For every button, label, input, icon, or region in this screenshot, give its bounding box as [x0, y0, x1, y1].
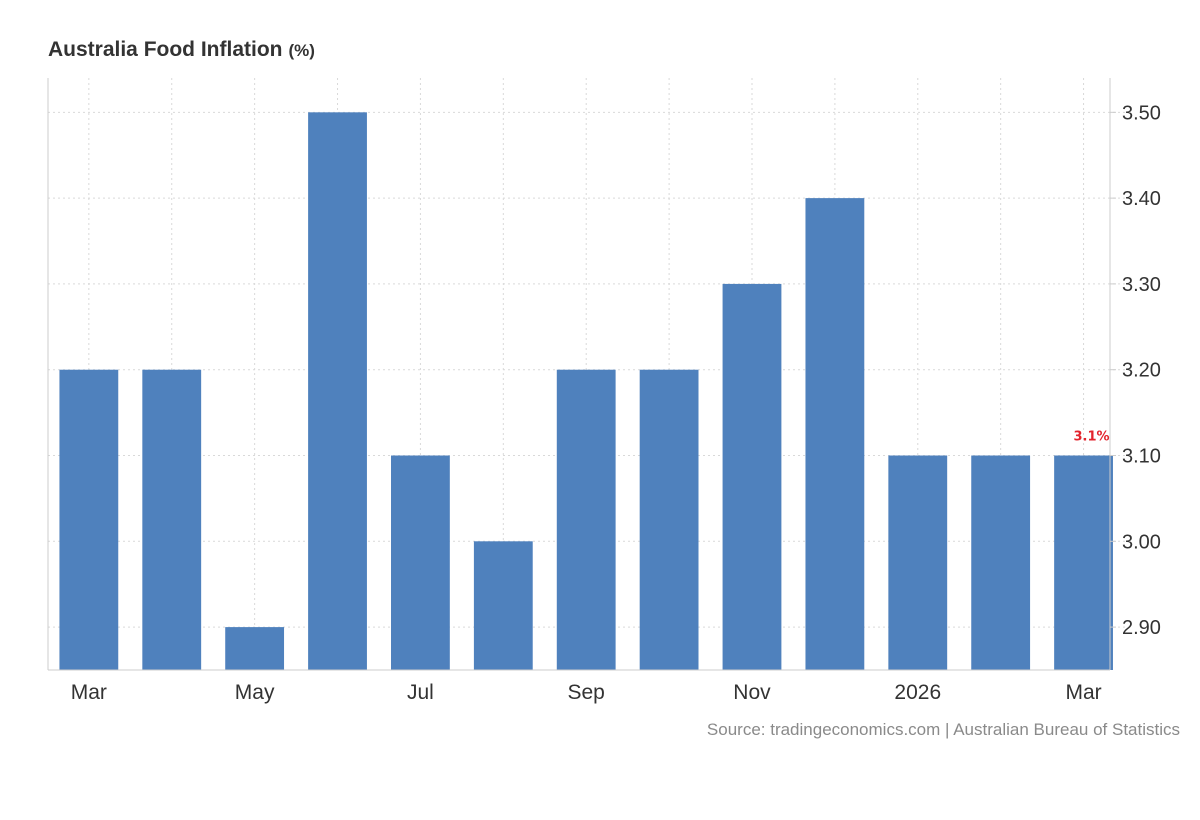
- chart-source: Source: tradingeconomics.com | Australia…: [706, 720, 1180, 739]
- bar[interactable]: [1054, 455, 1113, 670]
- bar[interactable]: [225, 627, 285, 670]
- y-tick-label: 3.10: [1122, 446, 1161, 468]
- x-tick-label: Jul: [407, 681, 434, 704]
- bar[interactable]: [308, 112, 367, 670]
- y-tick-label: 3.30: [1122, 274, 1161, 296]
- bar[interactable]: [391, 455, 450, 670]
- bar[interactable]: [888, 455, 948, 670]
- bar[interactable]: [142, 369, 202, 670]
- y-tick-label: 2.90: [1122, 617, 1161, 639]
- bar[interactable]: [473, 541, 533, 670]
- y-tick-label: 3.20: [1122, 360, 1161, 382]
- y-tick-label: 3.00: [1122, 531, 1161, 553]
- bars: [59, 112, 1113, 670]
- tick-labels: 2.90 3.00 3.10 3.20 3.30 3.40 3.50 Mar May Jul Sep…: [71, 102, 1161, 704]
- x-tick-label: Nov: [733, 681, 771, 704]
- last-value-label: 3.1%: [1074, 430, 1110, 445]
- x-tick-label: Sep: [568, 681, 605, 704]
- bar[interactable]: [639, 369, 699, 670]
- bar[interactable]: [805, 198, 865, 670]
- bar[interactable]: [722, 283, 782, 670]
- chart-unit: (%): [288, 41, 315, 60]
- y-tick-label: 3.50: [1122, 102, 1161, 124]
- bar[interactable]: [556, 369, 616, 670]
- bar[interactable]: [59, 369, 119, 670]
- chart-title-text: Australia Food Inflation: [48, 38, 283, 61]
- bar[interactable]: [971, 455, 1031, 670]
- y-tick-label: 3.40: [1122, 188, 1161, 210]
- x-tick-label: 2026: [894, 681, 941, 704]
- axes: [47, 78, 1116, 671]
- x-tick-label: Mar: [1065, 681, 1101, 704]
- chart-title: Australia Food Inflation (%): [48, 38, 315, 62]
- x-tick-label: May: [235, 681, 275, 704]
- x-tick-label: Mar: [71, 681, 107, 704]
